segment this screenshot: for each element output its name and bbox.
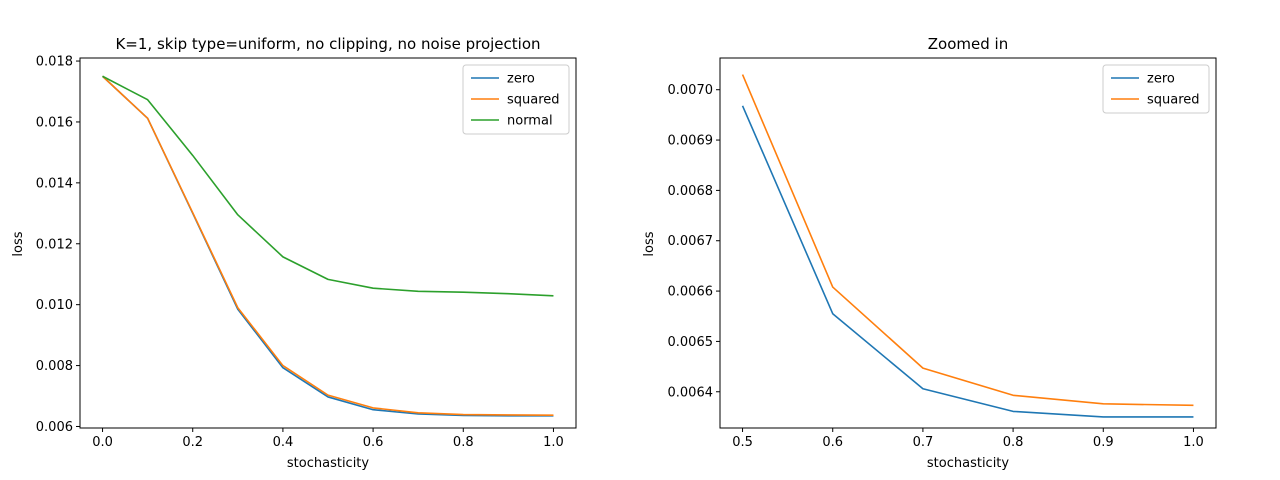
- y-axis-label: loss: [11, 231, 26, 256]
- legend-box: [462, 64, 570, 135]
- y-axis-label: loss: [642, 231, 657, 256]
- y-tick-label: 0.0066: [668, 285, 714, 300]
- series-line-squared: [741, 74, 1194, 407]
- x-axis-label: stochasticity: [927, 456, 1010, 471]
- chart-title: K=1, skip type=uniform, no clipping, no …: [115, 35, 540, 53]
- x-tick-label: 0.8: [1003, 435, 1024, 450]
- x-tick-label: 0.2: [182, 435, 203, 450]
- y-tick-label: 0.018: [36, 55, 73, 70]
- y-tick-label: 0.0064: [668, 385, 714, 400]
- axes-frame: [79, 57, 577, 429]
- x-tick-label: 0.5: [732, 435, 753, 450]
- y-tick-label: 0.008: [36, 359, 73, 374]
- x-tick-label: 0.6: [363, 435, 384, 450]
- x-tick-label: 0.0: [92, 435, 113, 450]
- x-tick-label: 0.7: [913, 435, 934, 450]
- x-tick-label: 0.9: [1093, 435, 1114, 450]
- x-tick-label: 0.8: [453, 435, 474, 450]
- chart-title: Zoomed in: [928, 35, 1008, 53]
- axes-frame: [719, 57, 1217, 429]
- x-tick-label: 0.4: [273, 435, 294, 450]
- y-tick-label: 0.0065: [668, 335, 714, 350]
- legend: zero squared: [1102, 64, 1210, 114]
- y-tick-label: 0.016: [36, 115, 73, 130]
- legend: zero squared normal: [462, 64, 570, 135]
- x-tick-label: 1.0: [1183, 435, 1204, 450]
- y-tick-label: 0.0070: [668, 83, 714, 98]
- chart-main-plot-area: 0.0 0.2 0.4 0.6 0.8 1.0 0.006 0.008 0.010 0.012 0.…: [36, 55, 577, 450]
- x-tick-label: 1.0: [543, 435, 564, 450]
- series-line-normal: [102, 75, 554, 297]
- legend-label-zero: zero: [1147, 72, 1175, 87]
- series-line-zero: [741, 105, 1194, 418]
- legend-label-zero: zero: [507, 72, 535, 87]
- legend-box: [1102, 64, 1210, 114]
- legend-label-squared: squared: [507, 93, 560, 108]
- legend-label-normal: normal: [507, 114, 553, 129]
- series-line-squared: [102, 75, 554, 417]
- y-tick-label: 0.014: [36, 176, 73, 191]
- x-axis-label: stochasticity: [287, 456, 370, 471]
- legend-label-squared: squared: [1147, 93, 1200, 108]
- y-tick-label: 0.012: [36, 237, 73, 252]
- y-tick-label: 0.006: [36, 420, 73, 435]
- y-tick-label: 0.010: [36, 298, 73, 313]
- y-tick-label: 0.0067: [668, 234, 714, 249]
- chart-main-panel: K=1, skip type=uniform, no clipping, no …: [11, 35, 577, 471]
- x-tick-label: 0.6: [822, 435, 843, 450]
- chart-zoom-plot-area: 0.5 0.6 0.7 0.8 0.9 1.0 0.0064 0.0065 0.0066 0.00…: [668, 57, 1217, 450]
- chart-zoom-panel: Zoomed in stochasticity loss 0.5 0.6 0.7 0.…: [642, 35, 1217, 471]
- y-tick-label: 0.0069: [668, 134, 714, 149]
- y-tick-label: 0.0068: [668, 184, 714, 199]
